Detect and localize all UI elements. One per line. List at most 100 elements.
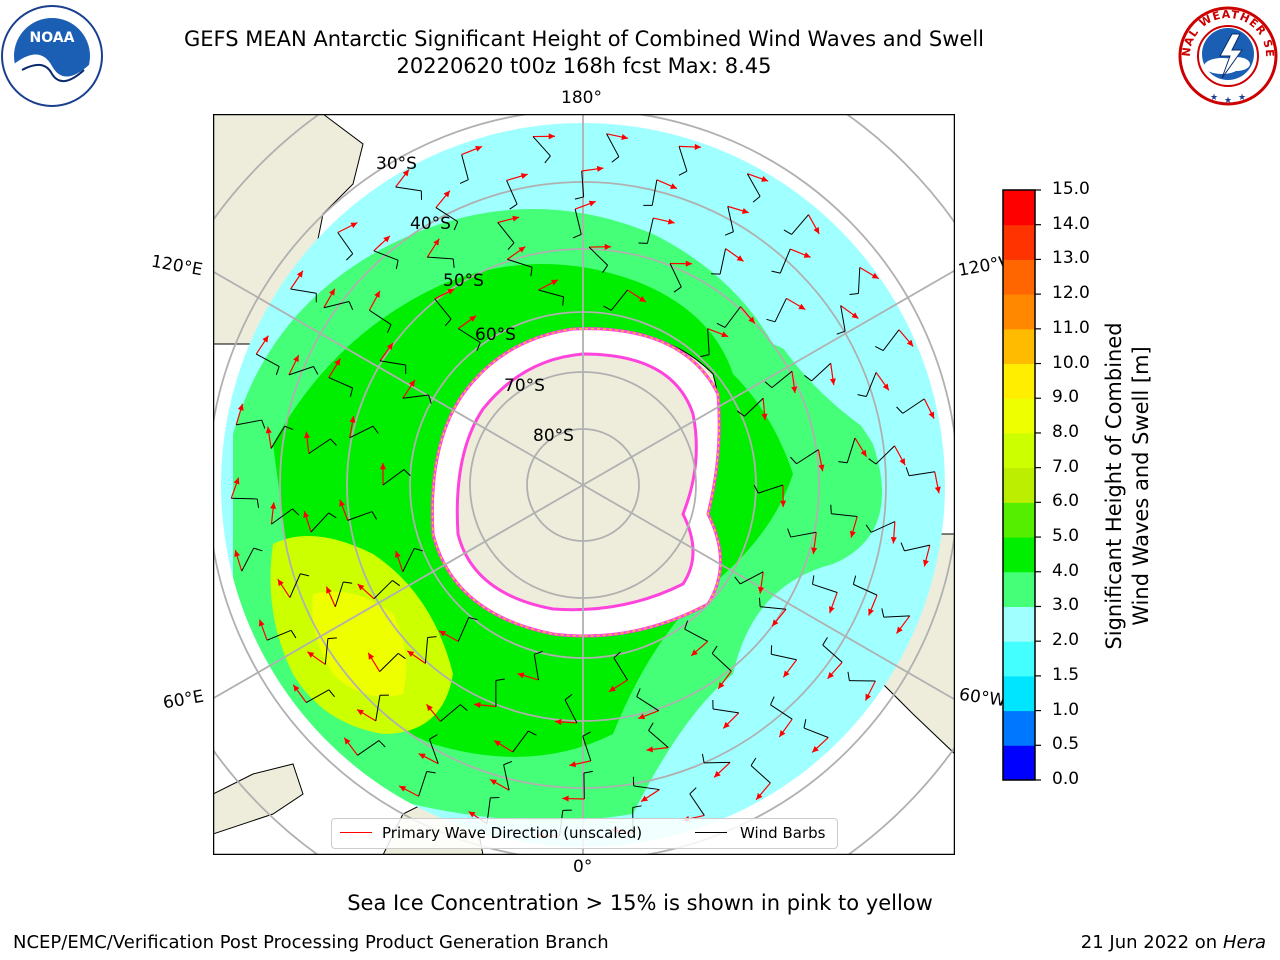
wave-arrow-head <box>596 165 604 172</box>
wave-arrow-head <box>326 586 332 594</box>
colorbar-block <box>1003 328 1035 365</box>
wave-arrow-head <box>237 403 244 411</box>
wave-arrow-head <box>469 315 477 322</box>
wave-arrow-head <box>334 358 341 366</box>
wave-arrow-head <box>812 745 819 753</box>
wind-barb <box>908 471 935 477</box>
colorbar-tick-label: 8.0 <box>1052 421 1080 442</box>
wave-arrow-head <box>641 795 648 802</box>
wave-direction-arrows <box>230 133 941 839</box>
wind-barb-feather <box>290 630 297 639</box>
wind-barb <box>840 305 846 332</box>
wind-barb <box>428 738 439 764</box>
wind-barb-feather <box>790 456 797 465</box>
wind-barb <box>418 771 428 797</box>
wave-arrow-head <box>718 681 725 689</box>
wind-barb <box>582 736 592 762</box>
wave-arrow-head <box>408 379 415 387</box>
wind-barb <box>606 133 620 157</box>
wind-barb-feather <box>803 719 807 729</box>
wind-barb <box>236 419 262 426</box>
wind-barb-feather <box>403 469 411 477</box>
wind-barb <box>796 449 819 465</box>
svg-text:★: ★ <box>1224 96 1232 106</box>
wave-arrow-head <box>646 746 654 753</box>
wind-barb-feather <box>583 770 593 774</box>
wind-barb <box>790 531 817 538</box>
wave-arrow-head <box>517 672 525 679</box>
wind-barb-feather <box>476 342 481 352</box>
wave-arrow-head <box>562 795 569 802</box>
wind-barb <box>831 513 858 518</box>
wind-barb <box>270 426 286 449</box>
wind-barb-feather <box>256 498 260 508</box>
colorbar-tick-label: 1.0 <box>1052 699 1080 720</box>
wind-barb <box>434 298 452 320</box>
wind-barb <box>750 765 771 784</box>
wave-arrow-head <box>871 272 879 279</box>
wind-barb-feather <box>689 787 697 795</box>
lon-label-0: 0° <box>573 857 593 877</box>
wind-barb-feather <box>349 387 354 397</box>
wind-barb-feather <box>736 410 745 417</box>
colorbar-block <box>1003 432 1035 469</box>
wind-barb <box>379 360 406 366</box>
wind-barb <box>324 638 329 665</box>
wind-barb-feather <box>495 678 505 681</box>
wind-barb <box>457 617 470 642</box>
wave-arrow-head <box>714 770 721 778</box>
wind-barb-feather <box>261 419 266 429</box>
wind-barb-feather <box>673 286 682 293</box>
wave-arrow-head <box>896 626 903 634</box>
wind-barb <box>636 696 659 712</box>
wind-barb <box>256 353 280 367</box>
wind-barb-feather <box>771 270 781 274</box>
wind-barb-feather <box>503 760 513 766</box>
colorbar-block <box>1003 363 1035 399</box>
wind-barb <box>865 372 877 397</box>
wind-barb <box>646 217 654 244</box>
colorbar <box>1002 189 1041 781</box>
wind-barb <box>822 644 843 663</box>
wave-arrow-head <box>357 583 365 591</box>
wind-barb-feather <box>865 524 872 533</box>
wind-barb-feather <box>636 688 641 697</box>
wave-arrow-head <box>329 288 335 296</box>
colorbar-tick-label: 6.0 <box>1052 491 1080 512</box>
wind-barb-feather <box>429 734 438 740</box>
wind-barb <box>373 580 393 600</box>
wind-barbs <box>231 133 935 837</box>
footer-date: 21 Jun 2022 on Hera <box>1081 932 1266 953</box>
wind-barb-feather <box>896 406 904 414</box>
wave-arrow-head <box>829 378 836 386</box>
wind-barb <box>904 544 930 552</box>
wind-barb-feather <box>783 229 792 235</box>
wind-barb <box>564 699 578 724</box>
wave-arrow-head <box>233 477 240 485</box>
wave-arrow-head <box>258 619 265 627</box>
colorbar-tick-label: 7.0 <box>1052 456 1080 477</box>
wind-barb-feather <box>678 170 688 176</box>
wave-arrow-head <box>474 701 481 709</box>
colorbar-block <box>1003 571 1035 607</box>
wave-arrow-head <box>860 449 867 457</box>
colorbar-block <box>1003 537 1035 573</box>
wind-barb-feather <box>875 345 884 351</box>
wave-arrow-head <box>685 260 693 267</box>
wind-barb-feather <box>507 242 515 250</box>
polar-map: 30°S 40°S 50°S 60°S 70°S 80°S <box>213 114 955 855</box>
wind-barb <box>347 511 373 521</box>
wind-barb-feather <box>346 253 354 261</box>
wind-barb <box>574 208 582 235</box>
wind-barb-feather <box>562 296 565 306</box>
colorbar-block <box>1003 190 1035 226</box>
wind-barb-feather <box>804 375 812 382</box>
wave-arrow-head <box>569 761 577 768</box>
wind-barb-feather <box>701 753 705 763</box>
wind-barb <box>532 136 551 157</box>
wave-arrow-head <box>307 651 315 658</box>
wind-barb-swatch <box>695 832 727 833</box>
wind-barb <box>369 309 392 326</box>
wave-arrow-head <box>811 547 818 555</box>
wind-barb-feather <box>852 575 857 585</box>
